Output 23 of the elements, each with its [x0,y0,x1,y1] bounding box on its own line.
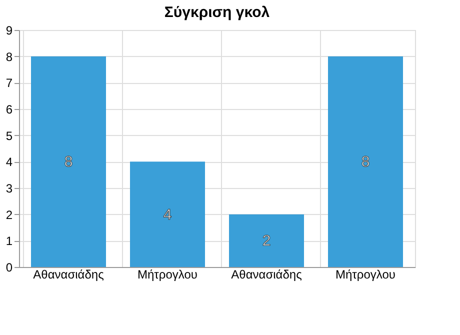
x-tick-label: Αθανασιάδης [33,268,104,282]
y-tick-label: 4 [6,155,13,170]
data-label: 8 [361,154,370,171]
data-label: 2 [262,232,271,250]
y-tick-label: 2 [6,208,13,222]
bar [328,56,403,267]
y-tick-label: 3 [6,182,13,196]
bar [130,162,205,267]
y-tick-label: 9 [6,24,13,38]
bar [229,214,304,267]
chart-title: Σύγκριση γκολ [164,4,270,21]
y-tick-label: 5 [6,128,13,143]
data-label: 8 [64,154,73,171]
y-tick-label: 1 [6,234,13,248]
y-tick-label: 6 [6,102,13,116]
bar [31,56,106,267]
y-tick-label: 8 [6,50,13,64]
x-tick-label: Αθανασιάδης [231,268,302,282]
x-tick-label: Μήτρογλου [336,268,396,282]
data-label: 4 [163,206,172,224]
x-tick-label: Μήτρογλου [138,268,198,282]
y-tick-label: 0 [6,260,13,274]
y-tick-label: 7 [6,76,13,90]
